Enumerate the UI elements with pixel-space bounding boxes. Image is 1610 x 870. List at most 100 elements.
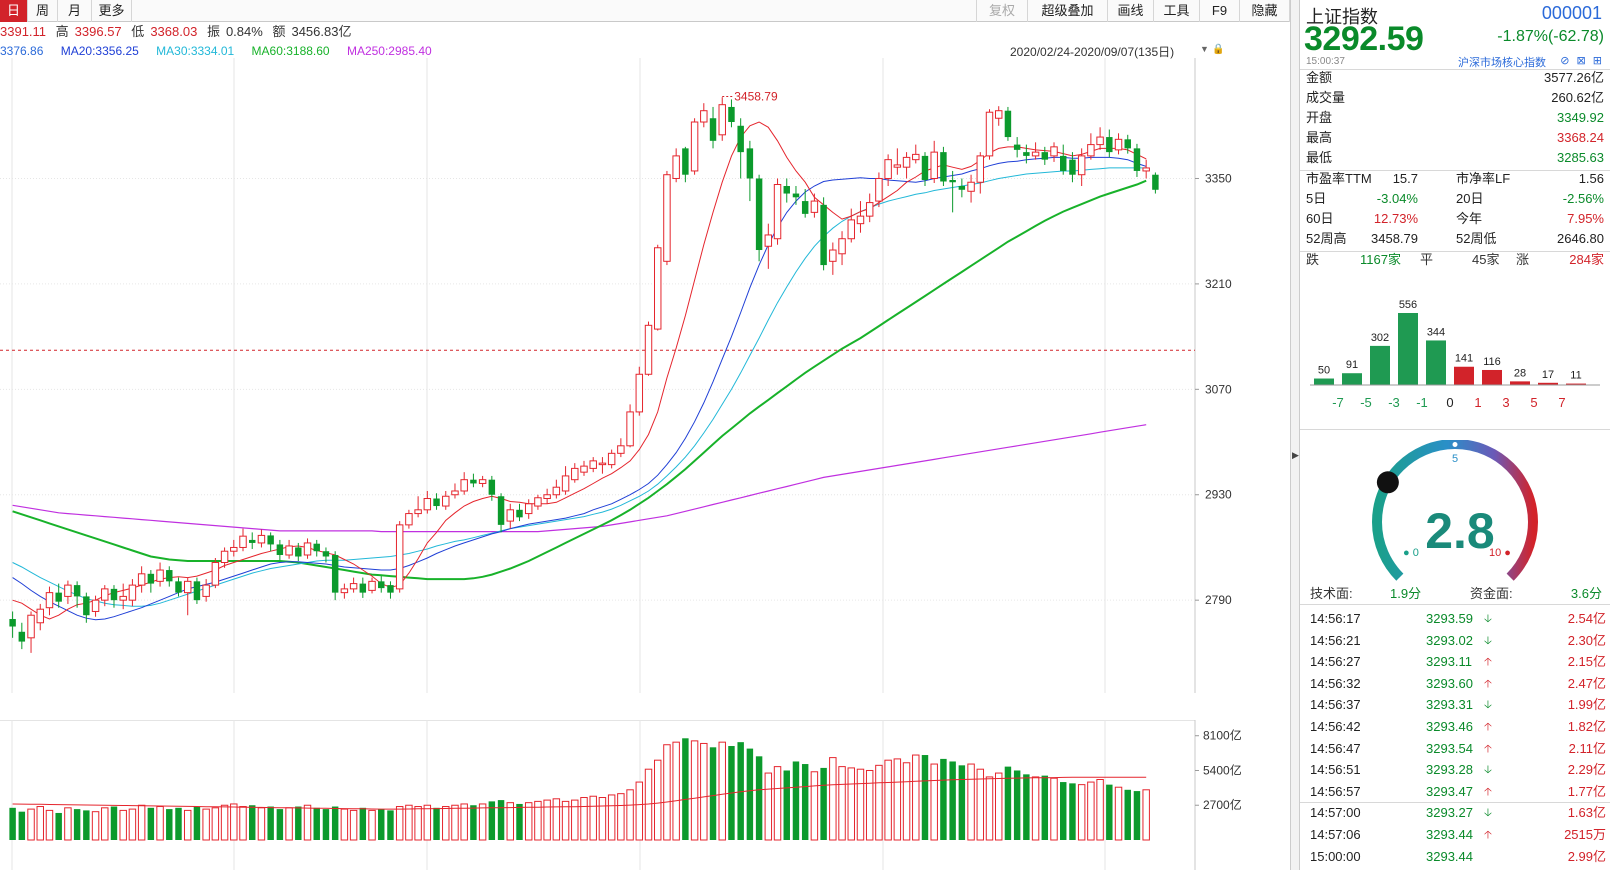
volume-bar[interactable] [73,809,81,840]
volume-bar[interactable] [378,809,385,840]
volume-bar[interactable] [930,763,938,841]
volume-bar[interactable] [516,803,523,840]
volume-bar[interactable] [1023,774,1030,840]
volume-bar[interactable] [847,767,855,841]
volume-bar[interactable] [663,744,671,841]
candle[interactable] [718,97,726,141]
candle[interactable] [644,321,653,376]
candle[interactable] [617,438,625,458]
tick-row[interactable]: 14:56:57 3293.47 🡡 1.77亿 [1310,781,1606,803]
draw-line-button[interactable]: 画线 [1108,0,1154,22]
tick-row[interactable]: 14:56:51 3293.28 🡣 2.29亿 [1310,759,1606,781]
candle[interactable] [690,118,699,175]
candle[interactable] [865,193,874,223]
candle[interactable] [359,577,367,598]
volume-bar[interactable] [607,794,616,841]
candle[interactable] [967,174,975,203]
volume-bar[interactable] [137,804,146,841]
volume-bar[interactable] [91,811,100,841]
candle[interactable] [773,178,782,245]
volume-bar[interactable] [248,805,256,840]
candle[interactable] [902,152,911,179]
volume-bar[interactable] [580,797,588,841]
volume-bar[interactable] [1142,789,1150,841]
tick-row[interactable]: 14:56:37 3293.31 🡣 1.99亿 [1310,694,1606,716]
volume-bar[interactable] [405,804,413,841]
volume-bar[interactable] [128,808,137,841]
candle[interactable] [792,186,800,205]
volume-bar[interactable] [349,809,358,841]
volume-bar[interactable] [783,770,790,840]
volume-bar[interactable] [193,806,201,840]
volume-bar[interactable] [561,800,570,841]
volume-bar[interactable] [534,800,542,841]
volume-bar[interactable] [478,803,487,841]
candle[interactable] [285,539,293,559]
volume-bar[interactable] [829,757,837,841]
candle[interactable] [91,595,100,617]
panel-tool-icons[interactable]: ⊘ ⊠ ⊞ [1560,55,1604,67]
candle[interactable] [460,472,468,495]
volume-bar[interactable] [764,772,773,841]
volume-bar[interactable] [387,810,394,840]
candle[interactable] [18,622,26,650]
candle[interactable] [598,457,607,474]
candle[interactable] [387,581,394,599]
volume-bar[interactable] [902,762,911,841]
volume-bar[interactable] [810,771,819,841]
candle[interactable] [1124,134,1131,154]
candle[interactable] [524,499,533,519]
volume-bar[interactable] [175,807,182,840]
volume-bar[interactable] [1050,777,1058,841]
candle[interactable] [543,488,551,504]
volume-bar[interactable] [949,761,956,840]
candle[interactable] [949,170,956,213]
candle[interactable] [1114,133,1123,155]
candle[interactable] [248,532,256,549]
volume-bar[interactable] [211,807,220,841]
volume-bar[interactable] [1124,789,1131,840]
candle[interactable] [101,585,109,607]
volume-bar[interactable] [183,809,192,841]
tools-button[interactable]: 工具 [1154,0,1200,22]
volume-bar[interactable] [773,766,782,841]
candle[interactable] [764,223,773,269]
candle[interactable] [534,494,542,510]
volume-bar[interactable] [147,807,155,840]
hide-button[interactable]: 隐藏 [1240,0,1290,22]
volume-bar[interactable] [101,807,109,841]
volume-bar[interactable] [985,776,994,841]
volume-bar[interactable] [285,807,293,841]
volume-bar[interactable] [313,807,320,840]
tab-more[interactable]: 更多 [92,0,132,22]
volume-bar[interactable] [1041,775,1049,840]
volume-bar[interactable] [1087,781,1095,841]
volume-bar[interactable] [1114,786,1123,841]
candle[interactable] [1106,129,1113,158]
volume-bar[interactable] [589,795,597,841]
candle[interactable] [156,562,164,587]
candle[interactable] [395,521,404,593]
candle[interactable] [257,529,266,548]
candle[interactable] [1069,152,1076,183]
tick-row[interactable]: 14:56:17 3293.59 🡣 2.54亿 [1310,608,1606,630]
volume-bar[interactable] [119,809,127,841]
candle[interactable] [322,547,330,563]
volume-bar[interactable] [18,811,26,840]
candle[interactable] [626,404,634,448]
volume-bar[interactable] [488,801,496,840]
volume-bar[interactable] [746,748,754,840]
candle[interactable] [128,579,137,607]
candle[interactable] [672,148,680,183]
candle[interactable] [1050,142,1058,162]
volume-bar[interactable] [36,806,44,841]
panel-divider[interactable] [1290,0,1300,870]
candle[interactable] [137,566,146,593]
volume-bar[interactable] [1096,778,1104,841]
candle[interactable] [654,244,662,331]
candle[interactable] [183,577,192,616]
candle[interactable] [211,558,220,589]
candle[interactable] [9,611,16,638]
candle[interactable] [829,242,837,275]
candle[interactable] [451,483,459,499]
